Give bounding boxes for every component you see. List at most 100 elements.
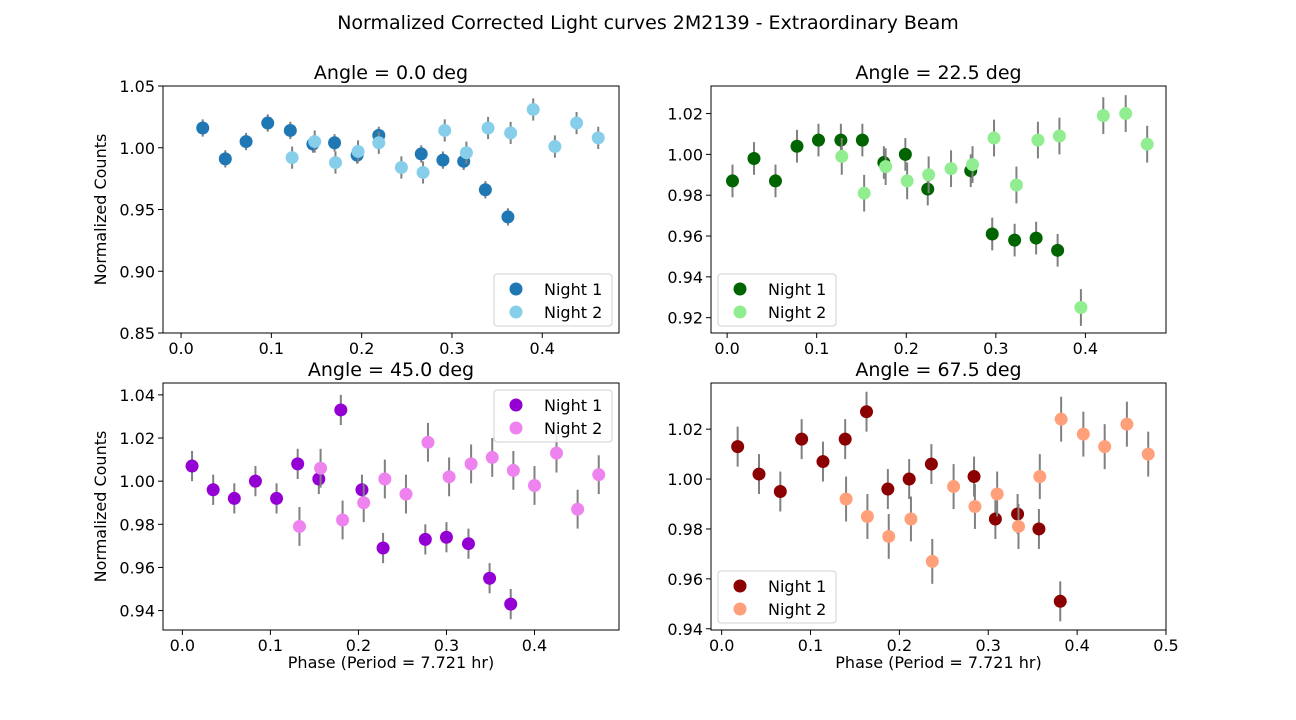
- data-point: [731, 440, 745, 454]
- data-point: [485, 450, 499, 464]
- data-point: [1033, 470, 1047, 484]
- data-point: [966, 158, 980, 172]
- data-point: [314, 461, 328, 475]
- data-point: [459, 146, 473, 160]
- y-axis-label: Normalized Counts: [91, 134, 110, 286]
- axes-frame: [710, 382, 1167, 631]
- data-point: [839, 492, 853, 506]
- subplot-grid: Angle = 0.0 deg 0.0 0.1 0.2 0.3 0.4 0.85 0.90 0.…: [91, 62, 1179, 672]
- data-point: [372, 136, 386, 150]
- data-point: [439, 530, 453, 544]
- data-point: [902, 472, 916, 486]
- data-point: [947, 480, 961, 494]
- data-point: [438, 123, 452, 137]
- legend-label: Night 2: [768, 600, 826, 619]
- legend: Night 1 Night 2: [717, 273, 837, 327]
- legend: Night 1 Night 2: [717, 570, 837, 624]
- x-tick-label: 0.0: [714, 339, 739, 358]
- data-point: [725, 174, 739, 188]
- series-night-2: [835, 95, 1154, 326]
- data-point: [855, 133, 869, 147]
- data-point: [1031, 133, 1045, 147]
- subplot-1: Angle = 0.0 deg 0.0 0.1 0.2 0.3 0.4 0.85 0.90 0.…: [91, 62, 620, 358]
- data-point: [414, 147, 428, 161]
- data-point: [334, 403, 348, 417]
- x-tick-label: 0.3: [439, 339, 464, 358]
- data-point: [879, 160, 893, 174]
- data-point: [1120, 417, 1134, 431]
- data-point: [442, 470, 456, 484]
- data-point: [312, 472, 326, 486]
- x-axis-label: Phase (Period = 7.721 hr): [288, 653, 494, 672]
- y-tick-label: 1.02: [667, 105, 703, 124]
- data-point: [1119, 107, 1133, 121]
- data-point: [421, 435, 435, 449]
- x-tick-label: 0.1: [804, 339, 829, 358]
- data-point: [752, 467, 766, 481]
- data-point: [904, 512, 918, 526]
- data-point: [549, 446, 563, 460]
- data-point: [526, 102, 540, 116]
- subplot-title: Angle = 45.0 deg: [308, 359, 474, 381]
- data-point: [838, 432, 852, 446]
- data-point: [292, 519, 306, 533]
- data-point: [570, 116, 584, 130]
- x-tick-label: 0.0: [168, 339, 193, 358]
- data-point: [1141, 447, 1155, 461]
- data-point: [416, 165, 430, 179]
- data-point: [1096, 109, 1110, 123]
- data-point: [922, 168, 936, 182]
- data-point: [857, 186, 871, 200]
- data-point: [461, 537, 475, 551]
- data-point: [206, 483, 220, 497]
- x-tick-label: 0.4: [530, 339, 555, 358]
- data-point: [418, 532, 432, 546]
- data-point: [283, 123, 297, 137]
- data-point: [811, 133, 825, 147]
- data-point: [464, 457, 478, 471]
- y-tick-label: 1.00: [119, 472, 155, 491]
- y-tick-label: 0.98: [119, 515, 155, 534]
- axes-frame: [710, 85, 1167, 334]
- data-point: [882, 529, 896, 543]
- x-tick-label: 0.2: [349, 339, 374, 358]
- legend-label: Night 2: [544, 419, 602, 438]
- y-tick-label: 1.02: [119, 429, 155, 448]
- legend-box: [717, 570, 837, 624]
- data-point: [1011, 519, 1025, 533]
- data-point: [504, 597, 518, 611]
- series-night-2: [285, 98, 605, 184]
- y-axis-label: Normalized Counts: [91, 431, 110, 583]
- series-night-2: [839, 396, 1155, 584]
- legend-label: Night 1: [768, 577, 826, 596]
- data-point: [1009, 178, 1023, 192]
- y-tick-label: 0.98: [667, 186, 703, 205]
- data-point: [988, 512, 1002, 526]
- x-tick-label: 0.1: [798, 636, 823, 655]
- data-point: [291, 457, 305, 471]
- legend-marker: [509, 398, 523, 412]
- data-point: [768, 174, 782, 188]
- y-tick-label: 0.95: [119, 201, 155, 220]
- data-point: [328, 156, 342, 170]
- data-point: [478, 183, 492, 197]
- y-tick-label: 1.00: [667, 145, 703, 164]
- x-tick-label: 0.4: [522, 636, 547, 655]
- data-point: [376, 541, 390, 555]
- data-point: [1053, 594, 1067, 608]
- x-tick-label: 0.4: [1073, 339, 1098, 358]
- legend-label: Night 1: [544, 280, 602, 299]
- y-tick-label: 0.96: [667, 227, 703, 246]
- data-point: [501, 210, 515, 224]
- legend-marker: [509, 305, 523, 319]
- data-point: [285, 151, 299, 165]
- y-tick-label: 1.02: [667, 420, 703, 439]
- y-tick-label: 0.98: [667, 520, 703, 539]
- x-tick-label: 0.2: [887, 636, 912, 655]
- legend-label: Night 2: [768, 303, 826, 322]
- data-point: [900, 174, 914, 188]
- data-point: [592, 468, 606, 482]
- y-tick-label: 0.96: [119, 558, 155, 577]
- x-tick-label: 0.0: [170, 636, 195, 655]
